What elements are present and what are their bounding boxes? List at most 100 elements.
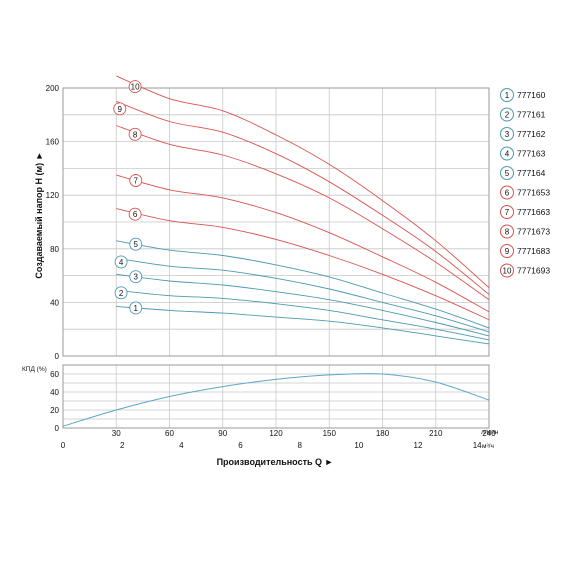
head-curve-7 [116,174,490,313]
head-curve-5 [116,240,490,329]
legend-marker-label: 10 [503,267,512,276]
curve-marker-label: 6 [133,210,138,219]
legend: 1 777160 2 777161 3 777162 4 777163 5 777164 6 7771… [500,88,550,278]
head-curve-3 [116,273,490,337]
legend-marker-3 [500,127,514,141]
x-ticks-flow-m3h: 0 2 4 6 8 10 12 14 [61,441,482,450]
curve-marker-4 [114,255,128,269]
legend-entry-label: 777164 [517,168,546,178]
curve-marker-label: 8 [133,130,138,139]
x-axis-label: Производительность Q ► [217,457,334,467]
head-curve-8 [116,125,490,301]
efficiency-chart-frame [62,364,490,429]
x-tick-label-lmin: 150 [323,429,337,438]
x-tick-label-lmin: 60 [165,429,174,438]
head-chart-grid [63,88,490,356]
x-tick-label-m3h: 0 [61,441,66,450]
curve-marker-label: 7 [134,177,139,186]
legend-entry-label: 7771683 [517,246,550,256]
legend-entry-label: 7771673 [517,227,550,237]
legend-entry-label: 777163 [517,149,546,159]
legend-marker-6 [500,185,514,200]
curve-marker-label: 1 [134,304,139,313]
x-tick-label-m3h: 10 [354,441,363,450]
legend-marker-8 [500,224,514,239]
efficiency-series-group [62,373,490,427]
legend-entry-label: 777161 [517,110,546,120]
legend-marker-label: 2 [505,111,510,120]
x-tick-label-m3h: 8 [297,441,302,450]
head-curve-9 [116,100,490,295]
head-curve-4 [116,257,490,333]
curve-marker-label: 2 [119,289,124,298]
legend-marker-label: 9 [505,247,510,256]
legend-marker-7 [500,205,514,219]
curve-marker-label: 10 [131,83,140,92]
legend-marker-1 [500,88,514,102]
legend-marker-9 [500,244,514,258]
head-y-tick-label: 160 [46,138,60,147]
head-y-tick-label: 200 [46,84,60,93]
efficiency-y-tick-label: 40 [50,388,59,397]
curve-marker-9 [113,102,127,116]
x-tick-label-m3h: 14 [473,441,482,450]
head-y-axis-label: Создаваемый напор Н (м) ► [34,151,44,278]
x-tick-label-m3h: 4 [179,441,184,450]
legend-entry-label: 777162 [517,129,546,139]
efficiency-y-tick-label: 0 [55,424,60,433]
legend-entry-label: 7771693 [517,266,550,276]
x-tick-label-m3h: 2 [120,441,125,450]
legend-marker-label: 3 [505,130,510,139]
legend-marker-2 [500,107,514,122]
legend-marker-label: 6 [505,189,510,198]
efficiency-y-tick-label: 60 [50,370,59,379]
head-y-tick-label: 40 [50,298,59,307]
head-y-tick-label: 120 [46,191,60,200]
head-y-tick-label: 80 [50,245,59,254]
curve-marker-7 [129,174,143,187]
legend-marker-label: 1 [505,91,510,100]
curve-marker-label: 9 [118,105,123,114]
legend-marker-label: 5 [505,169,510,178]
legend-marker-label: 4 [505,150,510,159]
legend-marker-label: 8 [505,228,510,237]
curve-marker-2 [114,286,128,300]
curve-marker-label: 4 [119,258,124,267]
legend-marker-4 [500,146,514,161]
x-tick-label-lmin: 120 [269,429,283,438]
curve-marker-label: 5 [134,240,139,249]
x-tick-label-m3h: 12 [414,441,423,450]
efficiency-chart-grid [63,365,490,428]
curve-marker-10 [128,80,142,94]
x-tick-label-lmin: 30 [112,429,121,438]
legend-entry-label: 7771663 [517,207,550,217]
efficiency-y-tick-label: 20 [50,406,59,415]
legend-marker-5 [500,166,514,180]
legend-entry-label: 7771653 [517,188,550,198]
head-curve-6 [116,208,490,321]
head-chart-frame [62,87,490,357]
x-unit-lmin: л/мин [481,429,499,436]
x-unit-m3h: м³/ч [482,443,494,450]
curve-marker-6 [128,207,142,221]
x-tick-label-lmin: 240 [482,429,496,438]
x-tick-label-lmin: 210 [429,429,443,438]
legend-marker-10 [500,263,514,278]
head-curve-2 [116,289,490,341]
curve-marker-3 [129,270,143,284]
efficiency-curve [62,373,490,427]
efficiency-y-axis-label: КПД (%) [22,366,47,373]
head-y-ticks: 0 40 80 120 160 200 [46,84,60,361]
x-tick-label-lmin: 90 [218,429,227,438]
legend-entry-label: 777160 [517,90,546,100]
x-ticks-flow-lmin: 30 60 90 120 150 180 210 240 [112,429,496,438]
head-series-group: 1 2 3 4 5 6 7 8 9 10 [113,75,490,345]
curve-marker-label: 3 [134,273,139,282]
legend-marker-label: 7 [505,208,510,217]
head-curve-1 [116,305,490,345]
head-curve-10 [116,75,490,289]
curve-marker-1 [129,301,143,315]
efficiency-y-ticks: 0 20 40 60 [50,370,59,433]
head-y-tick-label: 0 [55,352,60,361]
